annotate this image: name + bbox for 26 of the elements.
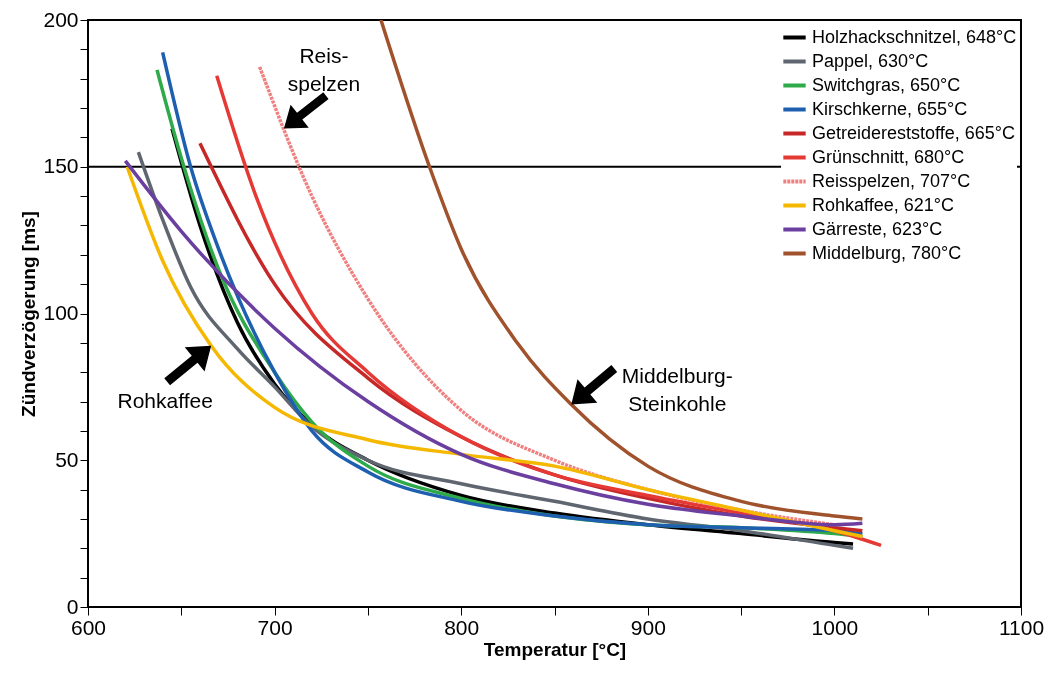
annotation: Rohkaffee [117, 388, 213, 412]
y-tick-label: 100 [43, 301, 79, 324]
legend-label: Switchgras, 650°C [812, 74, 961, 95]
legend-label: Pappel, 630°C [812, 50, 929, 71]
x-tick-label: 900 [630, 615, 666, 639]
legend-label: Rohkaffee, 621°C [812, 194, 954, 215]
y-tick-label: 0 [66, 594, 79, 618]
y-tick-label: 50 [55, 447, 79, 471]
x-tick-label: 600 [70, 615, 107, 639]
y-tick-label: 150 [43, 154, 79, 178]
y-tick-label: 200 [43, 7, 79, 31]
legend-label: Middelburg, 780°C [812, 242, 962, 263]
y-axis-title: Zündverzögerung [ms] [18, 211, 40, 417]
annotation: Reis- spelzen [287, 43, 361, 95]
legend-label: Getreidereststoffe, 665°C [812, 122, 1015, 143]
x-tick-label: 700 [257, 615, 293, 639]
legend-label: Grünschnitt, 680°C [812, 146, 965, 167]
x-axis-title: Temperatur [°C] [483, 638, 627, 660]
x-tick-label: 800 [444, 615, 480, 639]
legend-label: Kirschkerne, 655°C [812, 98, 968, 119]
legend-label: Holzhackschnitzel, 648°C [812, 26, 1017, 47]
x-tick-label: 1100 [998, 615, 1045, 639]
legend-label: Gärreste, 623°C [812, 218, 943, 239]
x-tick-label: 1000 [811, 615, 859, 639]
annotation: Middelburg- Steinkohle [621, 364, 733, 416]
legend-label: Reisspelzen, 707°C [812, 170, 971, 191]
